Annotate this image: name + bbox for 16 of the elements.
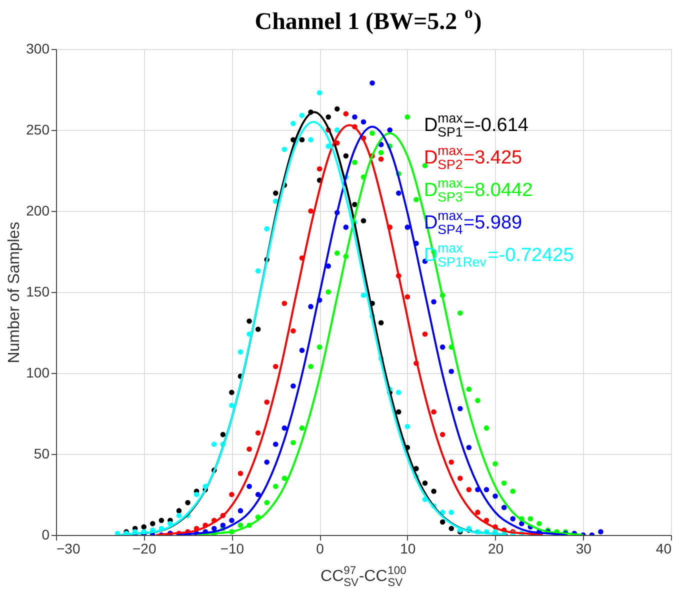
y-tick-label: 150 xyxy=(26,284,50,300)
y-tick-label: 50 xyxy=(34,446,50,462)
y-tick-label: 250 xyxy=(26,122,50,138)
x-tick-label: 0 xyxy=(316,540,324,556)
x-tick-label: −10 xyxy=(220,540,244,556)
y-axis-title: Number of Samples xyxy=(6,222,24,364)
x-tick-label: 40 xyxy=(656,540,672,556)
x-tick-label: 20 xyxy=(488,540,504,556)
y-tick-label: 200 xyxy=(26,202,50,218)
x-tick-label: −20 xyxy=(132,540,156,556)
y-tick-label: 0 xyxy=(42,526,50,542)
x-tick-label: 30 xyxy=(576,540,592,556)
x-tick-label: 10 xyxy=(400,540,416,556)
x-tick-label: −30 xyxy=(56,540,80,556)
y-tick-label: 300 xyxy=(26,40,50,56)
y-tick-label: 100 xyxy=(26,364,50,380)
